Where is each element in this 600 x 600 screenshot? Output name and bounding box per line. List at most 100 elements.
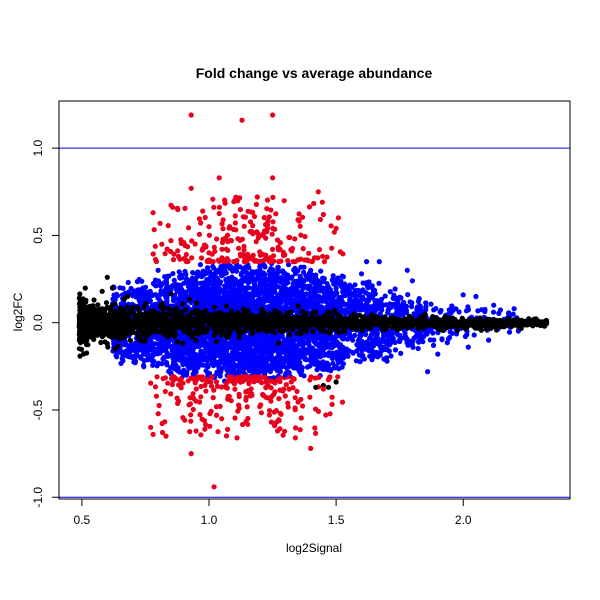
blue-point — [279, 305, 285, 312]
blue-point — [170, 356, 176, 362]
blue-point — [138, 355, 144, 361]
black-point — [174, 339, 180, 345]
red-point — [271, 391, 277, 397]
blue-point — [203, 356, 209, 362]
red-point — [247, 375, 253, 381]
blue-point — [137, 345, 143, 351]
red-point — [202, 214, 208, 221]
red-point — [189, 238, 195, 244]
blue-point — [341, 354, 347, 360]
red-point — [156, 402, 162, 409]
red-point — [277, 246, 283, 252]
red-point — [319, 199, 325, 205]
blue-point — [275, 264, 281, 270]
blue-point — [262, 281, 268, 287]
blue-point — [206, 281, 212, 287]
red-point — [200, 208, 206, 214]
red-point — [148, 424, 154, 430]
blue-point — [350, 350, 356, 356]
blue-point — [183, 289, 189, 295]
red-point — [263, 222, 269, 228]
blue-point — [260, 270, 266, 276]
red-point — [264, 206, 270, 212]
red-point — [188, 412, 194, 418]
red-point — [198, 432, 204, 438]
blue-point — [261, 357, 267, 363]
blue-point — [276, 334, 282, 340]
red-point — [266, 412, 272, 418]
blue-point — [388, 304, 394, 310]
blue-point — [249, 296, 255, 302]
blue-point — [327, 336, 334, 342]
blue-point — [264, 305, 270, 311]
blue-point — [220, 349, 226, 355]
red-point — [306, 250, 312, 256]
red-point — [307, 394, 313, 400]
blue-point — [391, 292, 397, 298]
red-point — [169, 375, 175, 382]
red-point — [170, 257, 177, 263]
blue-point — [423, 300, 429, 306]
blue-point — [378, 296, 385, 302]
red-point — [329, 401, 335, 407]
blue-point — [282, 279, 288, 285]
red-point — [253, 201, 259, 207]
blue-point — [190, 270, 196, 276]
blue-point — [170, 362, 176, 369]
blue-point — [214, 287, 220, 293]
blue-point — [277, 365, 283, 371]
red-point — [150, 251, 156, 257]
blue-point — [392, 286, 398, 292]
blue-point — [142, 289, 148, 295]
blue-point — [138, 294, 144, 300]
red-point — [328, 223, 334, 229]
blue-point — [145, 343, 151, 349]
blue-point — [397, 338, 403, 345]
red-point — [216, 210, 222, 217]
blue-point — [224, 341, 231, 347]
blue-point — [278, 288, 284, 294]
blue-point — [276, 297, 282, 303]
blue-point — [371, 349, 377, 356]
blue-point — [294, 287, 300, 294]
blue-point — [161, 342, 167, 349]
red-point — [293, 425, 299, 431]
blue-point — [213, 345, 219, 351]
blue-point — [382, 293, 388, 299]
blue-point — [287, 290, 293, 296]
red-point — [209, 374, 215, 380]
red-point — [241, 223, 247, 229]
red-point — [250, 223, 256, 229]
blue-point — [178, 272, 184, 278]
red-point — [196, 231, 202, 237]
blue-point — [370, 343, 377, 349]
red-point — [244, 404, 250, 410]
blue-point — [296, 363, 302, 369]
blue-point — [329, 277, 335, 283]
red-point — [152, 384, 159, 390]
blue-point — [193, 283, 199, 289]
blue-point — [214, 293, 220, 299]
blue-point — [301, 264, 307, 270]
red-point — [300, 246, 306, 252]
blue-point — [239, 297, 245, 303]
blue-point — [170, 271, 176, 277]
blue-point — [377, 301, 383, 307]
red-point — [183, 251, 189, 258]
blue-point — [182, 280, 188, 286]
blue-point — [506, 310, 512, 316]
blue-point — [256, 302, 262, 308]
red-point — [220, 236, 226, 242]
red-point — [324, 254, 330, 260]
red-point — [299, 214, 306, 220]
red-point — [268, 385, 274, 391]
blue-point — [356, 339, 362, 345]
blue-point — [311, 300, 317, 306]
red-point — [248, 254, 254, 260]
blue-point — [205, 364, 211, 370]
blue-point — [413, 334, 419, 340]
blue-point — [358, 301, 364, 307]
blue-point — [223, 278, 229, 284]
red-point — [210, 196, 216, 202]
red-point — [233, 227, 239, 233]
